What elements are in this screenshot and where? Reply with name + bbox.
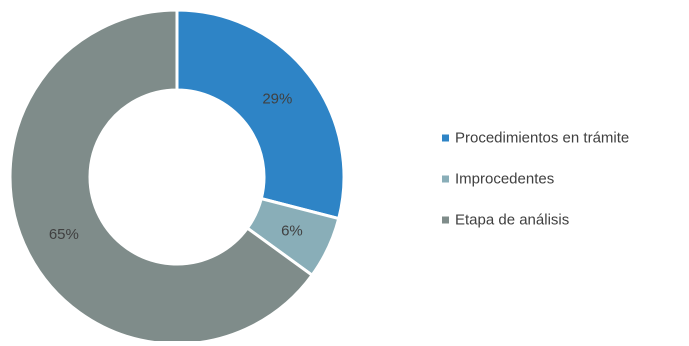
- donut-slices: [8, 8, 346, 346]
- legend-label-procedimientos-en-tramite: Procedimientos en trámite: [455, 130, 629, 147]
- legend-item-procedimientos-en-tramite: Procedimientos en trámite: [442, 130, 629, 147]
- legend: Procedimientos en trámite Improcedentes Et…: [442, 130, 629, 229]
- slice-label-procedimientos-en-tramite: 29%: [262, 91, 292, 108]
- slice-etapa-de-analisis: [8, 8, 315, 346]
- slice-label-improcedentes: 6%: [281, 223, 303, 240]
- legend-label-etapa-de-analisis: Etapa de análisis: [455, 212, 569, 229]
- legend-swatch-improcedentes: [442, 175, 449, 183]
- legend-swatch-etapa-de-analisis: [442, 216, 449, 224]
- legend-label-improcedentes: Improcedentes: [455, 171, 554, 188]
- legend-swatch-procedimientos-en-tramite: [442, 134, 449, 142]
- legend-item-etapa-de-analisis: Etapa de análisis: [442, 212, 569, 229]
- slice-labels: 29% 6% 65%: [49, 91, 303, 243]
- slice-label-etapa-de-analisis: 65%: [49, 226, 79, 243]
- slice-procedimientos-en-tramite: [175, 8, 346, 221]
- legend-item-improcedentes: Improcedentes: [442, 171, 554, 188]
